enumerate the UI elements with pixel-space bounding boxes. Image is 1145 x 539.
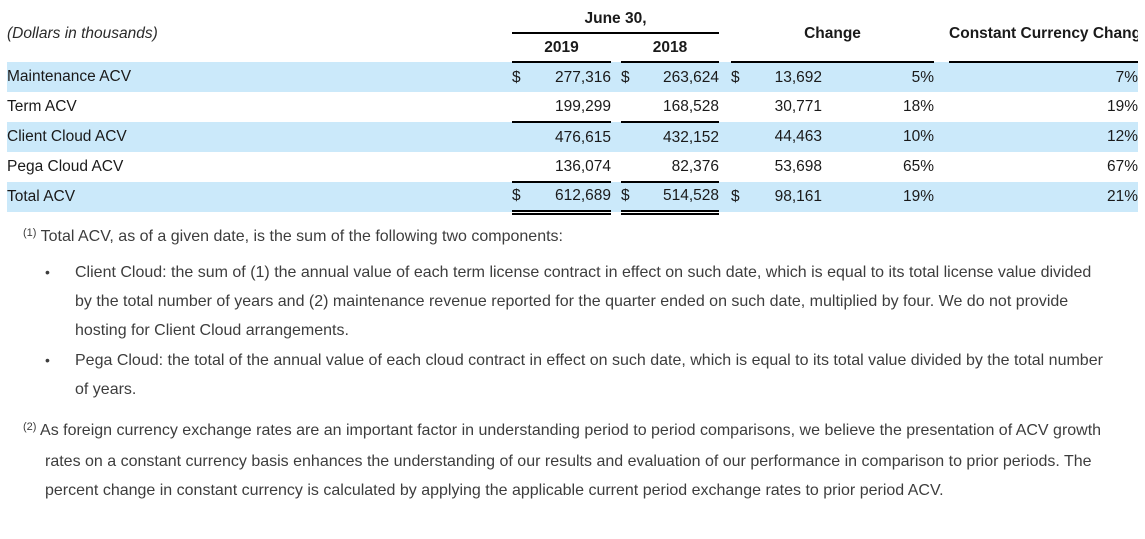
value-2018: 432,152 <box>662 128 719 146</box>
table-row-client-cloud-acv: Client Cloud ACV 476,615 432,152 44,463 … <box>7 122 1139 152</box>
units-label: (Dollars in thousands) <box>7 25 158 42</box>
footnote-1: (1) Total ACV, as of a given date, is th… <box>7 222 1112 253</box>
table-row-term-acv: Term ACV 199,299 168,528 30,771 18% 19% <box>7 92 1139 123</box>
row-label: Client Cloud ACV <box>7 128 127 145</box>
constant-currency-percent: 67% <box>1107 158 1139 175</box>
dollar-sign-2019: $ <box>512 182 534 215</box>
constant-currency-percent: 21% <box>1107 188 1139 205</box>
dollar-sign-change <box>731 92 754 122</box>
table-row-maintenance-acv: Maintenance ACV $ 277,316 $ 263,624 $ 13… <box>7 62 1139 92</box>
dollar-sign-2018: $ <box>621 182 644 215</box>
column-gap <box>611 152 621 182</box>
constant-currency-percent: 19% <box>1107 98 1139 115</box>
footnotes: (1) Total ACV, as of a given date, is th… <box>7 222 1145 505</box>
change-percent: 19% <box>903 188 935 205</box>
value-2018: 514,528 <box>644 182 719 215</box>
column-gap <box>719 152 731 182</box>
column-gap <box>611 182 621 212</box>
column-gap <box>934 122 949 152</box>
value-2019: 277,316 <box>554 68 611 86</box>
change-percent: 10% <box>903 128 935 145</box>
row-label: Total ACV <box>7 188 76 205</box>
value-change: 44,463 <box>774 128 822 145</box>
bullet-icon: • <box>45 263 50 280</box>
column-gap <box>934 62 949 92</box>
table-row-pega-cloud-acv: Pega Cloud ACV 136,074 82,376 53,698 65%… <box>7 152 1139 183</box>
column-gap <box>611 92 621 122</box>
dollar-sign-2018 <box>621 122 644 152</box>
constant-currency-percent: 12% <box>1107 128 1139 145</box>
value-2019: 612,689 <box>534 182 611 215</box>
value-change: 98,161 <box>774 188 822 205</box>
constant-currency-change-header: Constant Currency Change <box>949 6 1139 63</box>
footnote-2-marker: (2) <box>23 420 37 433</box>
column-gap <box>934 152 949 182</box>
column-gap <box>719 6 731 62</box>
column-gap <box>719 92 731 122</box>
footnote-2-text: As foreign currency exchange rates are a… <box>40 421 1102 499</box>
dollar-sign-2019 <box>512 92 534 123</box>
dollar-sign-change: $ <box>731 68 740 86</box>
value-2018: 168,528 <box>644 92 719 123</box>
footnote-1-bullet-client-cloud: • Client Cloud: the sum of (1) the annua… <box>7 258 1145 345</box>
column-gap <box>611 122 621 152</box>
year-2018-header: 2018 <box>621 33 719 63</box>
value-change: 53,698 <box>774 158 822 175</box>
column-gap <box>934 182 949 212</box>
footnote-1-marker: (1) <box>23 226 37 239</box>
acv-table: (Dollars in thousands) June 30, Change C… <box>7 6 1139 215</box>
column-gap <box>719 182 731 212</box>
footnote-1-text: Total ACV, as of a given date, is the su… <box>40 227 563 245</box>
date-group-header: June 30, <box>512 6 719 34</box>
footnote-2: (2) As foreign currency exchange rates a… <box>7 416 1112 505</box>
value-2018: 263,624 <box>662 68 719 86</box>
footnote-1-bullet-pega-cloud: • Pega Cloud: the total of the annual va… <box>7 346 1145 404</box>
value-2019: 199,299 <box>534 92 611 123</box>
column-gap <box>611 33 621 62</box>
value-2018: 82,376 <box>644 152 719 183</box>
header-row-years: 2019 2018 <box>7 33 1138 63</box>
row-label: Term ACV <box>7 98 77 115</box>
dollar-sign-2018 <box>621 92 644 123</box>
dollar-sign-2018: $ <box>621 68 630 86</box>
dollar-sign-change <box>731 122 754 152</box>
column-gap <box>934 6 949 62</box>
bullet-text: Pega Cloud: the total of the annual valu… <box>75 351 1103 398</box>
change-header: Change <box>731 6 935 63</box>
row-label: Pega Cloud ACV <box>7 158 124 175</box>
dollar-sign-change <box>731 152 754 182</box>
bullet-icon: • <box>45 351 50 368</box>
change-percent: 65% <box>903 158 935 175</box>
year-2019-header: 2019 <box>512 33 611 63</box>
change-percent: 5% <box>911 68 935 86</box>
value-2019: 476,615 <box>554 128 611 146</box>
value-change: 13,692 <box>774 68 822 86</box>
column-gap <box>934 92 949 122</box>
header-row-top: (Dollars in thousands) June 30, Change C… <box>7 6 1139 63</box>
column-gap <box>719 62 731 92</box>
dollar-sign-change: $ <box>731 188 740 205</box>
dollar-sign-2019: $ <box>512 68 521 86</box>
value-2019: 136,074 <box>534 152 611 183</box>
column-gap <box>719 122 731 152</box>
row-label: Maintenance ACV <box>7 68 132 85</box>
dollar-sign-2018 <box>621 152 644 183</box>
change-percent: 18% <box>903 98 935 115</box>
dollar-sign-2019 <box>512 152 534 183</box>
acv-report: (Dollars in thousands) June 30, Change C… <box>7 6 1145 505</box>
dollar-sign-2019 <box>512 122 534 152</box>
table-row-total-acv: Total ACV $ 612,689 $ 514,528 $ 98,161 1… <box>7 182 1139 215</box>
value-change: 30,771 <box>774 98 822 115</box>
bullet-text: Client Cloud: the sum of (1) the annual … <box>75 263 1092 339</box>
column-gap <box>611 62 621 92</box>
constant-currency-percent: 7% <box>1115 68 1139 86</box>
